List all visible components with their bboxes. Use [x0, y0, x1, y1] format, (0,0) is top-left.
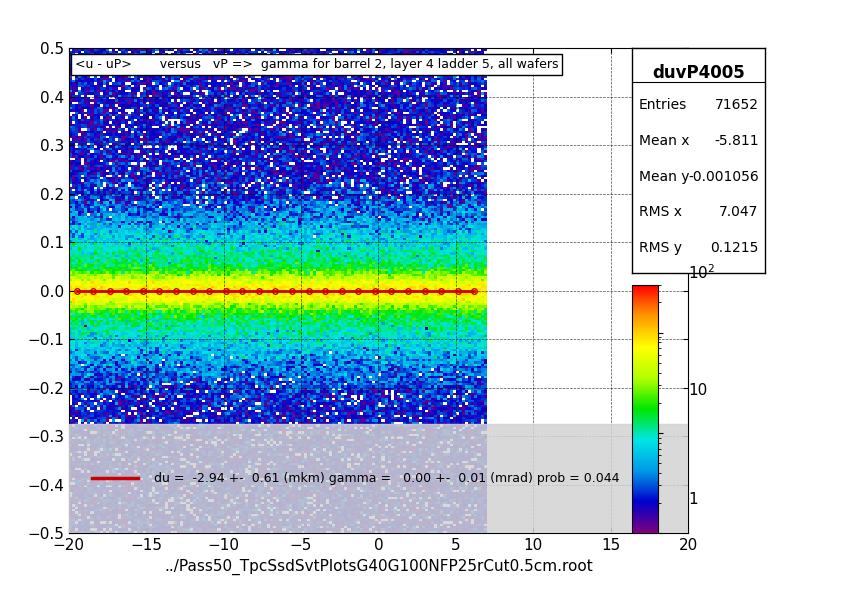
Text: -5.811: -5.811	[714, 134, 759, 148]
Text: <u - uP>       versus   vP =>  gamma for barrel 2, layer 4 ladder 5, all wafers: <u - uP> versus vP => gamma for barrel 2…	[75, 58, 558, 71]
Text: Mean x: Mean x	[639, 134, 689, 148]
Text: 10: 10	[688, 384, 707, 398]
X-axis label: ../Pass50_TpcSsdSvtPlotsG40G100NFP25rCut0.5cm.root: ../Pass50_TpcSsdSvtPlotsG40G100NFP25rCut…	[164, 559, 593, 575]
Bar	[69, 424, 688, 533]
Text: RMS y: RMS y	[639, 241, 682, 255]
Text: 71652: 71652	[715, 98, 759, 112]
Text: 1: 1	[688, 493, 697, 507]
Text: RMS x: RMS x	[639, 205, 682, 219]
Text: $10^2$: $10^2$	[688, 263, 716, 282]
Text: duvP4005: duvP4005	[653, 64, 745, 82]
Text: -0.001056: -0.001056	[688, 170, 759, 184]
Text: 7.047: 7.047	[719, 205, 759, 219]
Text: 0.1215: 0.1215	[710, 241, 759, 255]
Text: Mean y: Mean y	[639, 170, 689, 184]
Text: Entries: Entries	[639, 98, 687, 112]
Text: du =  -2.94 +-  0.61 (mkm) gamma =   0.00 +-  0.01 (mrad) prob = 0.044: du = -2.94 +- 0.61 (mkm) gamma = 0.00 +-…	[154, 472, 619, 485]
